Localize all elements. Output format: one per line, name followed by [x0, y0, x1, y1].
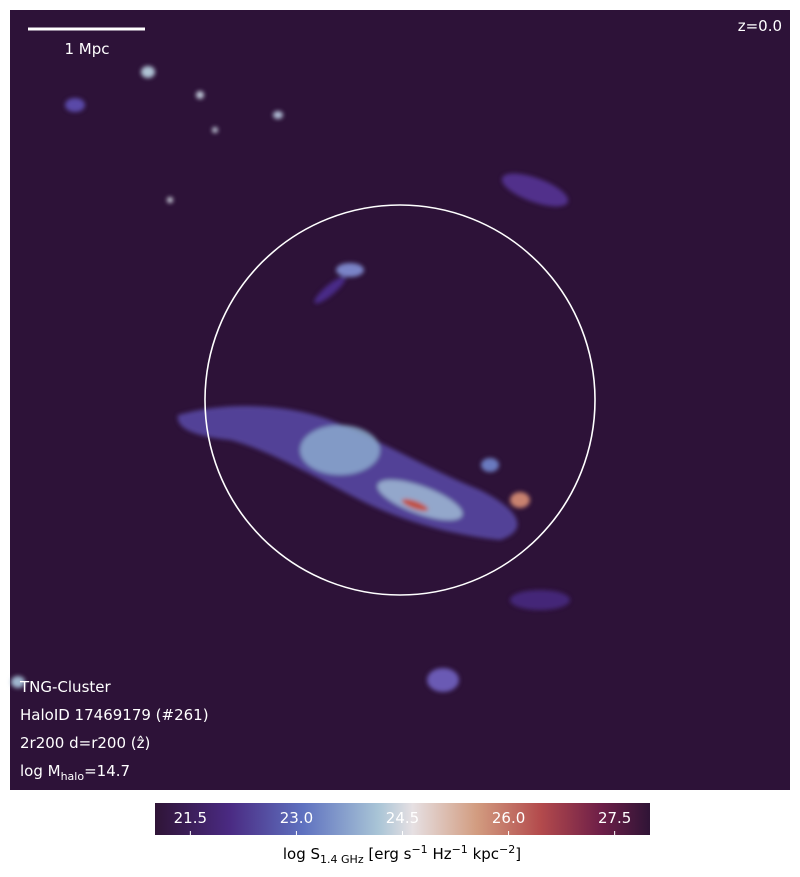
mass-suffix: =14.7 [84, 762, 130, 780]
tick-label: 21.5 [174, 809, 207, 827]
label-part: Hz [428, 845, 452, 863]
redshift: z=0.0 [738, 17, 782, 35]
projection: 2r200 d=r200 (ẑ) [20, 734, 150, 752]
halo-mass: log Mhalo=14.7 [20, 762, 130, 783]
tick-label: 24.5 [386, 809, 419, 827]
scale-label: 1 Mpc [64, 40, 109, 58]
tick-label: 27.5 [598, 809, 631, 827]
label-part: ] [515, 845, 521, 863]
label-part: −1 [411, 843, 427, 856]
colorbar-label: log S1.4 GHz [erg s−1 Hz−1 kpc−2] [283, 843, 521, 866]
emission [11, 66, 570, 692]
r200-circle [204, 204, 596, 596]
label-part: log S [283, 845, 320, 863]
label-part: 1.4 GHz [320, 853, 364, 866]
mass-sub: halo [61, 770, 85, 783]
label-part: kpc [468, 845, 499, 863]
tick-label: 26.0 [492, 809, 525, 827]
halo-id: HaloID 17469179 (#261) [20, 706, 209, 724]
label-part: −2 [499, 843, 515, 856]
colorbar [155, 803, 650, 835]
label-part: [erg s [364, 845, 412, 863]
label-part: −1 [452, 843, 468, 856]
mass-prefix: log M [20, 762, 61, 780]
tick-label: 23.0 [280, 809, 313, 827]
map [10, 10, 790, 790]
simulation: TNG-Cluster [19, 678, 111, 696]
